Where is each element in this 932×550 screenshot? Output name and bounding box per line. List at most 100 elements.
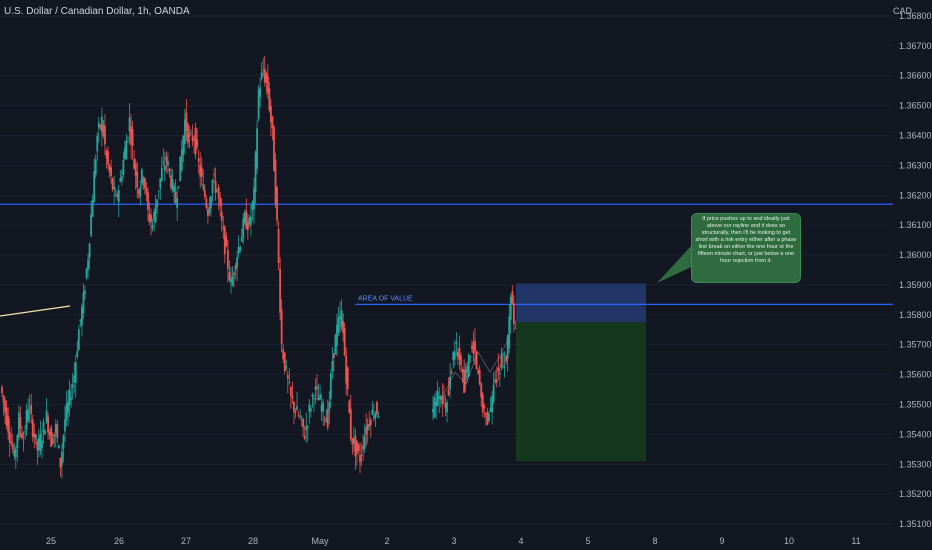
candle-body (85, 268, 88, 278)
candle-body (271, 116, 274, 128)
candle-body (314, 386, 317, 390)
candle-body (157, 190, 160, 192)
candle-body (220, 211, 223, 221)
candle-body (308, 404, 311, 412)
symbol-title: U.S. Dollar / Canadian Dollar, 1h, OANDA (4, 6, 190, 17)
candle-body (131, 129, 134, 146)
candle-body (205, 198, 208, 208)
candle-body (268, 88, 271, 111)
candle-body (64, 419, 66, 432)
time-axis: 25 26 27 28 May 2 3 4 5 8 9 10 11 (46, 536, 861, 546)
candle-body (458, 347, 461, 361)
candle-body (147, 192, 149, 211)
candle-body (21, 432, 23, 439)
candle-body (259, 87, 262, 98)
candle-body (94, 159, 97, 175)
candle-body (262, 69, 265, 71)
candle-body (154, 206, 157, 223)
trade-plan-callout[interactable]: If price pushes up to and ideally just a… (691, 213, 801, 283)
candle-body (339, 315, 341, 320)
candle-body (356, 440, 358, 453)
candle-body (256, 128, 258, 169)
candle-body (31, 419, 34, 437)
candle-body (277, 228, 280, 263)
candle-body (120, 176, 123, 182)
candle-body (167, 161, 169, 166)
candle-body (242, 218, 245, 239)
candle-body (213, 174, 215, 176)
candle-body (342, 321, 345, 334)
x-tick-label: 25 (46, 536, 56, 546)
candle-body (337, 317, 340, 333)
candle-body (317, 398, 320, 401)
candle-body (243, 212, 246, 224)
candle-body (22, 441, 25, 443)
candle-body (282, 349, 285, 360)
candle-body (236, 257, 238, 268)
candle-body (207, 209, 209, 217)
x-tick-label: 5 (585, 536, 590, 546)
candle-body (305, 426, 308, 431)
candle-body (494, 379, 497, 383)
candle-body (483, 405, 486, 409)
candle-body (334, 335, 337, 355)
candle-body (108, 165, 111, 173)
candle-body (171, 178, 174, 190)
candle-body (41, 440, 43, 448)
candle-body (331, 360, 334, 371)
candle-body (210, 196, 212, 208)
candle-body (270, 105, 272, 123)
candle-body (162, 162, 165, 164)
candle-body (24, 431, 26, 433)
price-axis: 1.36800 1.36700 1.36600 1.36500 1.36400 1.363… (899, 11, 932, 529)
candle-body (299, 416, 301, 418)
y-tick-label: 1.35400 (899, 429, 932, 439)
candle-body (217, 186, 220, 199)
candle-body (110, 167, 112, 176)
candle-body (185, 112, 188, 132)
candle-body (107, 151, 109, 165)
candle-body (104, 125, 106, 145)
candle-body (150, 215, 152, 223)
candle-body (62, 435, 65, 449)
candle-body (151, 225, 154, 229)
candle-body (10, 441, 13, 444)
x-tick-label: 2 (384, 536, 389, 546)
candle-body (442, 398, 445, 400)
candle-body (116, 194, 119, 198)
y-tick-label: 1.36500 (899, 101, 932, 111)
candle-body (13, 449, 16, 457)
candle-body (320, 405, 323, 412)
annotations: AREA OF VALUE (358, 245, 702, 302)
candle-body (505, 355, 508, 362)
candle-body (497, 367, 500, 372)
candle-body (153, 211, 156, 221)
candle-body (51, 438, 54, 444)
candle-body (18, 412, 20, 438)
candle-body (294, 411, 297, 414)
candle-body (489, 407, 492, 412)
candle-body (491, 395, 494, 413)
candle-body (463, 369, 466, 394)
candles (1, 56, 517, 479)
candle-body (82, 292, 85, 314)
candle-body (124, 147, 126, 159)
candle-body (226, 249, 229, 269)
candle-body (433, 397, 436, 418)
y-tick-label: 1.36200 (899, 190, 932, 200)
candle-body (326, 409, 329, 428)
candle-body (4, 400, 6, 413)
candle-body (377, 416, 380, 418)
candle-body (44, 430, 46, 435)
candle-body (248, 217, 251, 225)
candle-body (148, 213, 151, 222)
candle-body (511, 291, 514, 304)
candle-body (105, 150, 108, 158)
candle-body (137, 190, 140, 194)
candle-body (156, 199, 159, 208)
candle-body (165, 156, 168, 161)
candle-body (325, 419, 328, 423)
candle-body (97, 122, 100, 129)
